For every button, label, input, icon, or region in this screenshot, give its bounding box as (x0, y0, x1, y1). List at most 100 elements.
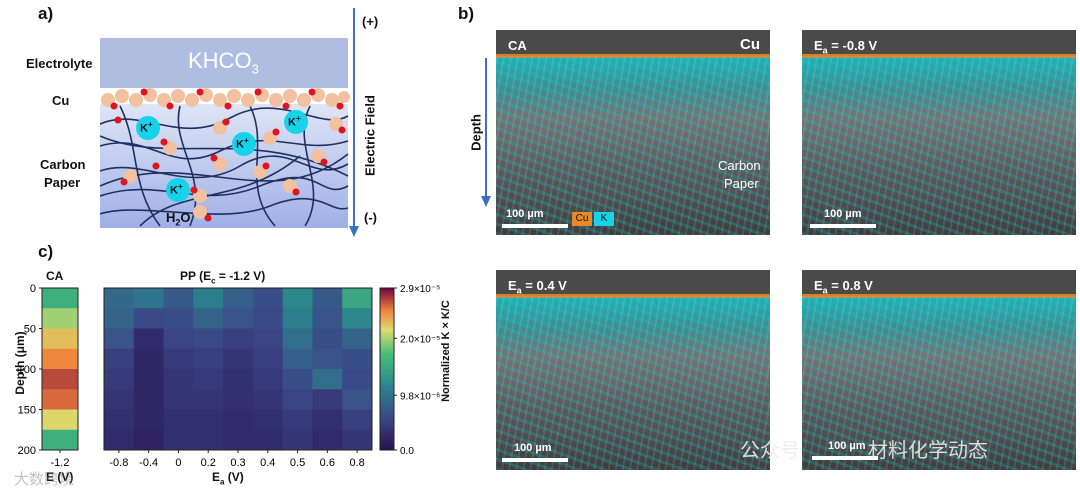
ca-heatmap-cell (42, 409, 78, 431)
electrolyte-label: Electrolyte (26, 56, 93, 71)
colorbar-segment (380, 406, 394, 410)
heatmap-cell (282, 328, 313, 350)
heatmap-cell (163, 389, 194, 410)
heatmap-cell (104, 389, 135, 410)
ca-heatmap-cell (42, 389, 78, 410)
colorbar-segment (380, 336, 394, 340)
heatmap-cell (252, 308, 284, 329)
heatmap-cell (104, 328, 135, 350)
heatmap-cell (342, 409, 373, 431)
electrolyte-layer (100, 38, 348, 88)
colorbar-segment (380, 363, 394, 367)
colorbar-segment (380, 288, 394, 292)
heatmap-cell (223, 328, 254, 350)
x-tick-label: 0.6 (320, 457, 335, 469)
colorbar-segment (380, 428, 394, 432)
colorbar-segment (380, 342, 394, 346)
x-tick-label: 0.2 (201, 457, 216, 469)
k-ion-label-2: K+ (288, 114, 301, 129)
colorbar-tick-label: 9.8×10⁻⁶ (400, 391, 440, 402)
scale-label: 100 µm (824, 208, 862, 220)
ca-heatmap-cell (42, 308, 78, 329)
heatmap-cell (193, 328, 224, 350)
depth-arrow (481, 58, 491, 207)
colorbar-segment (380, 423, 394, 427)
heatmap-cell (312, 308, 343, 329)
x-tick-label: -0.4 (139, 457, 158, 469)
colorbar-segment (380, 296, 394, 300)
sem-carbon-label: Carbon (718, 158, 761, 173)
colorbar-segment (380, 293, 394, 297)
x-tick-label: -0.8 (109, 457, 128, 469)
heatmap-cell (193, 369, 224, 390)
heatmap-cell (312, 288, 343, 309)
colorbar-segment (380, 301, 394, 305)
heatmap-cell (163, 308, 194, 329)
heatmap-cell (342, 328, 373, 350)
colorbar-segment (380, 358, 394, 362)
heatmap-cell (133, 369, 165, 390)
khco3-label: KHCO3 (188, 48, 259, 77)
ca-heatmap-cell (42, 328, 78, 350)
colorbar-label: Normalized K × K/C (440, 300, 452, 402)
colorbar-segment (380, 298, 394, 302)
ca-heatmap-cell (42, 429, 78, 451)
colorbar-segment (380, 328, 394, 332)
heatmap-cell (104, 288, 135, 309)
heatmap-cell (342, 348, 373, 370)
watermark-left: 大数跨境 (14, 471, 75, 488)
scale-bar (812, 456, 878, 460)
colorbar-segment (380, 369, 394, 373)
heatmap-cell (282, 429, 313, 451)
depth-label: Depth (468, 114, 484, 151)
k-ion-label-3: K+ (236, 136, 249, 151)
colorbar-segment (380, 371, 394, 375)
x-tick-label-ca: -1.2 (51, 457, 70, 469)
heatmap-cell (223, 409, 254, 431)
heatmap-cell (163, 429, 194, 451)
ca-heatmap-cell (42, 288, 78, 309)
heatmap-cell (193, 429, 224, 451)
colorbar-segment (380, 393, 394, 397)
heatmap-cell (312, 389, 343, 410)
heatmap-cell (133, 288, 165, 309)
colorbar-segment (380, 396, 394, 400)
colorbar-segment (380, 347, 394, 351)
sem-image-04: Ea = 0.4 V 100 µm (496, 270, 770, 470)
heatmap-cell (312, 369, 343, 390)
x-tick-label: 0.5 (290, 457, 305, 469)
colorbar-segment (380, 360, 394, 365)
heatmap-cell (133, 308, 165, 329)
colorbar-segment (380, 398, 394, 402)
colorbar-segment (380, 331, 394, 335)
legend-k: K (594, 212, 614, 226)
colorbar-segment (380, 374, 394, 378)
ca-heatmap-cell (42, 369, 78, 390)
minus-label: (-) (364, 210, 377, 225)
colorbar-segment (380, 352, 394, 356)
colorbar-segment (380, 439, 394, 443)
heatmap-cell (163, 409, 194, 431)
heatmap-cell (193, 389, 224, 410)
heatmap-cell (223, 288, 254, 309)
heatmap-cell (223, 308, 254, 329)
colorbar-segment (380, 401, 394, 405)
panel-c-label: c) (38, 242, 54, 261)
scale-label: 100 µm (506, 208, 544, 220)
scale-bar (810, 224, 876, 228)
heatmap-cell (193, 348, 224, 370)
cu-label: Cu (52, 93, 70, 108)
heatmap-cell (282, 409, 313, 431)
x-tick-label: 0.4 (260, 457, 275, 469)
paper-label: Paper (44, 175, 81, 190)
watermark-right-a: 公众号 (740, 440, 800, 462)
heatmap-cell (252, 409, 284, 431)
heatmap-cell (133, 348, 165, 370)
heatmap-cell (133, 429, 165, 451)
carbon-label: Carbon (40, 157, 86, 172)
heatmap-cell (252, 429, 284, 451)
heatmap-cell (312, 429, 343, 451)
colorbar-segment (380, 431, 394, 435)
k-ion-label-1: K+ (140, 120, 153, 135)
colorbar-segment (380, 420, 394, 424)
